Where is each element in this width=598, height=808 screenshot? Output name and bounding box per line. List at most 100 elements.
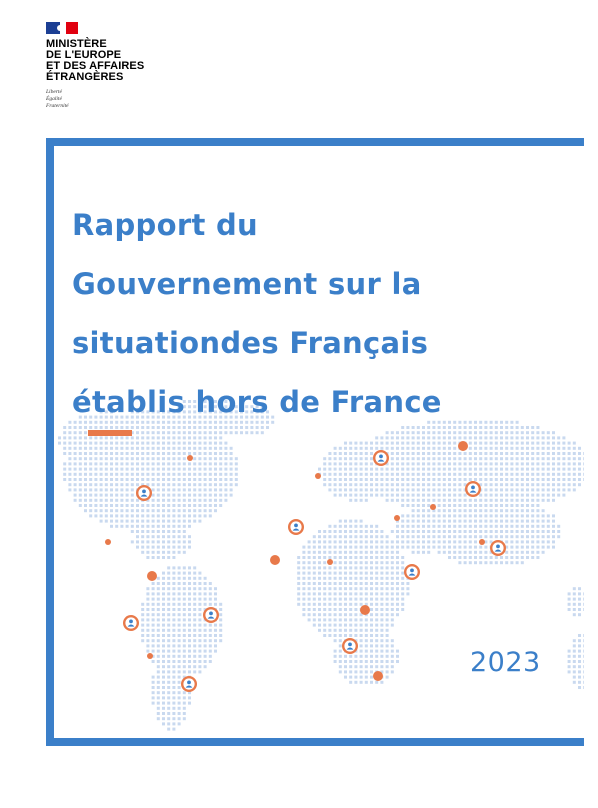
map-dot	[172, 618, 176, 622]
map-dot	[479, 530, 483, 533]
map-dot	[349, 452, 353, 455]
map-dot	[375, 623, 379, 627]
map-dot	[146, 628, 150, 632]
map-dot	[188, 483, 191, 487]
map-dot	[505, 441, 509, 445]
map-dot	[307, 545, 311, 549]
map-dot	[146, 509, 150, 513]
map-dot	[203, 426, 207, 429]
map-dot	[468, 535, 472, 539]
map-dot	[338, 561, 342, 565]
map-dot	[422, 493, 425, 497]
map-dot	[73, 478, 77, 481]
map-dot	[344, 446, 347, 450]
map-dot	[463, 483, 467, 487]
map-dot	[323, 608, 327, 611]
map-dot	[172, 410, 176, 414]
map-dot	[463, 426, 467, 429]
map-dot	[344, 597, 347, 601]
map-dot	[442, 483, 446, 487]
map-dot	[146, 462, 150, 466]
map-dot	[89, 509, 93, 513]
map-dot	[203, 462, 207, 466]
map-dot	[136, 519, 139, 523]
map-dot	[208, 431, 212, 435]
map-dot	[214, 634, 217, 637]
map-dot	[208, 462, 212, 466]
ministry-name-line: MINISTÈRE	[46, 38, 107, 50]
map-dot	[448, 498, 451, 502]
map-dot	[130, 540, 134, 544]
map-dot	[193, 415, 197, 419]
map-dot	[167, 457, 171, 461]
map-dot	[474, 420, 477, 424]
map-dot	[151, 530, 155, 533]
map-dot	[120, 478, 124, 481]
map-dot	[562, 488, 566, 492]
map-dot	[396, 535, 399, 539]
map-dot	[531, 550, 535, 554]
map-dot	[338, 644, 342, 648]
map-dot	[541, 441, 545, 445]
map-dot	[99, 446, 103, 450]
map-dot	[151, 426, 155, 429]
map-dot	[572, 467, 576, 471]
map-dot	[333, 493, 337, 497]
map-dot	[193, 623, 197, 627]
map-dot	[323, 462, 327, 466]
map-dot	[255, 431, 259, 435]
map-dot	[193, 634, 197, 637]
map-dot	[416, 462, 420, 466]
map-dot	[349, 571, 353, 575]
map-dot	[370, 597, 373, 601]
map-dot	[297, 556, 301, 559]
map-dot	[182, 571, 186, 575]
map-dot	[359, 597, 363, 601]
map-dot	[120, 504, 124, 507]
map-dot	[323, 545, 327, 549]
map-dot	[536, 524, 540, 528]
map-dot	[89, 472, 93, 476]
map-dot	[89, 498, 93, 502]
map-dot	[494, 509, 498, 513]
map-dot	[182, 618, 186, 622]
map-dot	[583, 675, 584, 679]
map-dot	[344, 550, 347, 554]
map-dot	[546, 498, 550, 502]
map-dot	[536, 493, 540, 497]
map-dot	[297, 587, 301, 591]
map-dot	[214, 415, 217, 419]
map-dot	[198, 628, 202, 632]
map-dot	[162, 426, 165, 429]
map-dot	[354, 493, 358, 497]
map-dot	[442, 550, 446, 554]
map-dot	[312, 602, 316, 606]
person-marker-icon	[136, 485, 152, 501]
map-dot	[198, 623, 202, 627]
map-dot	[229, 405, 233, 409]
map-dot	[359, 670, 363, 674]
map-dot	[364, 665, 368, 669]
map-dot	[255, 410, 259, 414]
map-dot	[567, 483, 571, 487]
map-dot	[151, 462, 155, 466]
map-dot	[73, 483, 77, 487]
map-dot	[370, 670, 373, 674]
map-dot	[494, 478, 498, 481]
map-dot	[370, 524, 373, 528]
map-dot	[234, 410, 238, 414]
map-dot	[479, 420, 483, 424]
map-dot	[370, 540, 373, 544]
map-dot	[188, 587, 191, 591]
map-dot	[177, 639, 181, 643]
map-dot	[68, 462, 72, 466]
map-dot	[406, 488, 410, 492]
map-dot	[125, 467, 129, 471]
map-dot	[172, 550, 176, 554]
map-dot	[541, 436, 545, 440]
map-dot	[463, 504, 467, 507]
map-dot	[385, 472, 389, 476]
map-dot	[266, 420, 269, 424]
map-dot	[130, 509, 134, 513]
map-dot	[359, 467, 363, 471]
